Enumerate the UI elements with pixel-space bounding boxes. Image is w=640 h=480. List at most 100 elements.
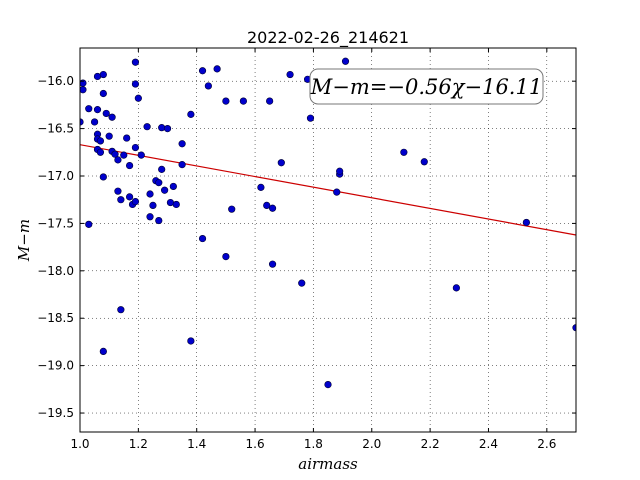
y-tick-label: −17.0 <box>37 169 74 183</box>
data-point <box>263 201 271 209</box>
grid-lines <box>79 48 576 432</box>
data-point <box>341 57 350 65</box>
data-point <box>134 94 142 102</box>
x-tick-label: 1.4 <box>187 437 206 451</box>
data-point <box>178 161 186 169</box>
data-point <box>131 198 140 206</box>
data-point <box>222 252 230 261</box>
data-point <box>123 134 131 142</box>
data-points <box>80 57 576 389</box>
data-point <box>277 159 285 167</box>
x-tick-label: 2.4 <box>479 437 498 451</box>
equation-box-border <box>309 68 544 105</box>
data-point <box>155 179 163 187</box>
y-tick-label: −18.5 <box>37 311 74 325</box>
data-point <box>161 186 169 194</box>
data-point <box>198 67 207 75</box>
data-point <box>420 158 428 166</box>
data-point <box>131 80 140 88</box>
x-tick-labels: 1.0 1.2 1.4 1.6 1.8 2.0 2.2 2.4 2.6 <box>70 437 556 451</box>
y-tick-label: −17.5 <box>37 216 74 230</box>
data-point <box>131 143 140 152</box>
data-point <box>137 151 145 159</box>
data-point <box>126 193 134 201</box>
data-point <box>85 105 93 113</box>
data-point <box>158 165 166 173</box>
fit-equation: M−m=−0.56χ−16.11 <box>310 75 542 99</box>
data-point <box>324 380 332 389</box>
data-point <box>96 148 105 156</box>
data-point <box>99 173 107 181</box>
data-point <box>99 70 107 79</box>
data-point <box>178 140 186 148</box>
y-tick-label: −19.5 <box>37 406 74 420</box>
y-tick-label: −16.0 <box>37 74 74 88</box>
data-point <box>108 113 116 121</box>
data-point <box>286 70 294 79</box>
x-tick-label: 1.0 <box>70 437 89 451</box>
y-tick-label: −16.5 <box>37 122 74 136</box>
data-point <box>452 284 460 292</box>
y-tick-label: −18.0 <box>37 264 74 278</box>
x-tick-label: 2.0 <box>362 437 381 451</box>
fit-line-group <box>79 144 577 236</box>
data-point <box>105 132 113 140</box>
axis-ticks <box>79 48 576 432</box>
data-point <box>85 220 93 228</box>
data-point <box>336 167 344 175</box>
data-point <box>158 124 166 132</box>
data-point <box>266 97 274 105</box>
data-point <box>198 234 207 243</box>
x-tick-label: 1.8 <box>304 437 323 451</box>
data-point <box>93 106 102 114</box>
data-point <box>126 161 134 170</box>
data-point <box>239 97 247 105</box>
data-point <box>120 151 128 159</box>
data-point <box>80 86 87 94</box>
data-point <box>80 118 84 126</box>
data-point <box>146 213 154 221</box>
data-point <box>257 183 265 191</box>
y-tick-label: −19.0 <box>37 359 74 373</box>
data-point <box>102 109 110 118</box>
data-point <box>114 156 122 164</box>
data-point <box>117 306 125 314</box>
fit-equation-box: M−m=−0.56χ−16.11 <box>309 68 544 105</box>
data-point <box>572 324 576 332</box>
data-point <box>172 200 180 209</box>
chart-title: 2022-02-26_214621 <box>247 28 409 48</box>
data-point <box>114 187 122 195</box>
data-point <box>90 118 99 126</box>
data-point <box>400 148 408 156</box>
data-point <box>522 218 531 227</box>
data-point <box>155 216 163 225</box>
data-point <box>213 65 221 73</box>
data-point <box>149 201 157 209</box>
data-point <box>96 137 105 145</box>
data-point <box>99 347 107 356</box>
data-point <box>163 124 172 133</box>
x-tick-label: 2.6 <box>537 437 556 451</box>
data-point <box>187 337 195 345</box>
data-point <box>228 205 236 213</box>
x-tick-label: 1.6 <box>246 437 265 451</box>
data-point <box>99 89 107 98</box>
data-point <box>131 58 140 66</box>
data-point <box>143 123 151 131</box>
y-axis-label: M−m <box>15 219 33 262</box>
x-axis-label: airmass <box>298 455 358 473</box>
y-tick-labels: −16.0 −16.5 −17.0 −17.5 −18.0 −18.5 −19.0 −19.5 <box>37 74 74 420</box>
x-tick-label: 1.2 <box>129 437 148 451</box>
data-point <box>268 204 277 212</box>
plot-frame <box>79 47 577 433</box>
data-point <box>111 150 119 158</box>
data-point <box>117 196 125 204</box>
fit-line <box>79 144 577 236</box>
data-point <box>333 188 341 196</box>
data-point <box>187 110 195 118</box>
data-point <box>222 97 230 105</box>
data-point <box>298 279 306 287</box>
data-point <box>306 114 315 122</box>
data-point <box>169 182 177 191</box>
